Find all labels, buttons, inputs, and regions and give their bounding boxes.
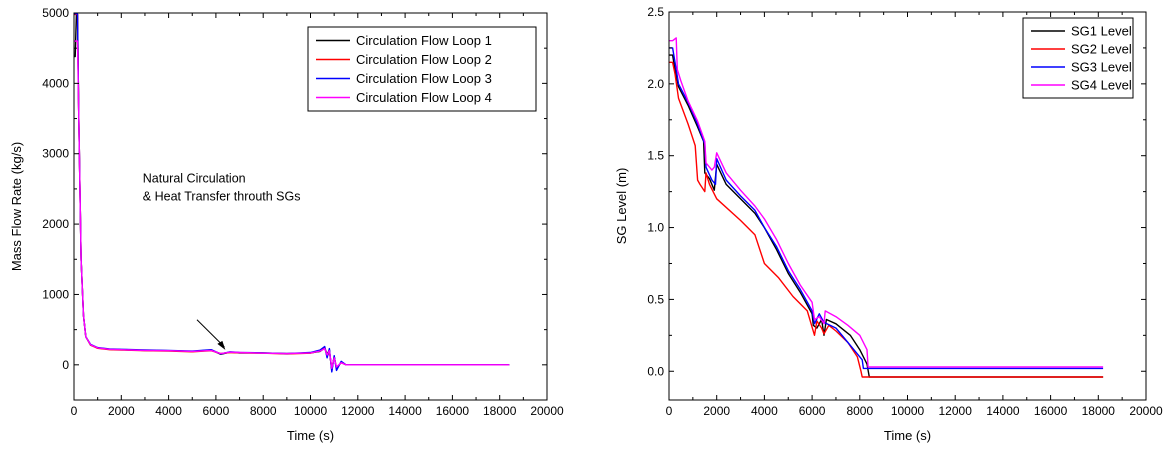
legend-label-2: SG2 Level [1071, 42, 1132, 57]
legend-label-4: SG4 Level [1071, 78, 1132, 93]
y-tick-label: 1000 [42, 287, 69, 301]
y-axis-label: SG Level (m) [614, 168, 629, 245]
x-tick-label: 4000 [751, 404, 778, 418]
x-tick-label: 2000 [108, 404, 135, 418]
chart-1: 0 2000 4000 6000 8000 10000 12000 14000 16000 180… [9, 6, 564, 443]
x-tick-label: 10000 [891, 404, 925, 418]
legend-label-4: Circulation Flow Loop 4 [356, 90, 492, 105]
legend-label-3: SG3 Level [1071, 60, 1132, 75]
plot-area [669, 37, 1104, 378]
y-tick-label: 2.0 [647, 77, 664, 91]
x-tick-label: 18000 [483, 404, 517, 418]
x-tick-label: 16000 [1034, 404, 1068, 418]
x-tick-label: 20000 [1129, 404, 1163, 418]
annotation-arrow [196, 319, 225, 348]
x-tick-label: 20000 [530, 404, 564, 418]
y-tick-label: 1.0 [647, 221, 664, 235]
y-tick-label: 1.5 [647, 149, 664, 163]
annotation-text-2: & Heat Transfer throuth SGs [143, 189, 301, 203]
series-line-2 [669, 61, 1104, 378]
x-tick-label: 14000 [986, 404, 1020, 418]
plot-area [74, 13, 510, 373]
x-tick-label: 14000 [388, 404, 422, 418]
legend-label-1: Circulation Flow Loop 1 [356, 33, 492, 48]
y-tick-label: 0.0 [647, 364, 664, 378]
y-axis-label: Mass Flow Rate (kg/s) [9, 142, 24, 271]
series-line-4 [74, 40, 510, 369]
x-tick-label: 12000 [341, 404, 375, 418]
x-tick-label: 6000 [203, 404, 230, 418]
x-tick-label: 8000 [846, 404, 873, 418]
annotation-text-1: Natural Circulation [143, 171, 246, 185]
y-tick-label: 3000 [42, 147, 69, 161]
x-tick-label: 8000 [250, 404, 277, 418]
legend-label-1: SG1 Level [1071, 24, 1132, 39]
series-line-4 [669, 37, 1104, 368]
legend-label-3: Circulation Flow Loop 3 [356, 71, 492, 86]
x-tick-label: 0 [71, 404, 78, 418]
x-tick-label: 6000 [799, 404, 826, 418]
x-tick-label: 0 [666, 404, 673, 418]
x-tick-label: 18000 [1082, 404, 1116, 418]
y-tick-label: 0 [62, 358, 69, 372]
x-axis-label: Time (s) [287, 428, 334, 443]
x-tick-label: 4000 [155, 404, 182, 418]
x-tick-label: 16000 [436, 404, 470, 418]
y-tick-label: 2.5 [647, 5, 664, 19]
y-tick-label: 2000 [42, 217, 69, 231]
x-tick-label: 12000 [939, 404, 973, 418]
x-tick-label: 2000 [703, 404, 730, 418]
y-tick-label: 4000 [42, 76, 69, 90]
x-tick-label: 10000 [294, 404, 328, 418]
y-tick-label: 0.5 [647, 292, 664, 306]
series-line-3 [669, 47, 1104, 370]
legend-label-2: Circulation Flow Loop 2 [356, 52, 492, 67]
annotation-arrowhead [217, 340, 226, 350]
y-tick-label: 5000 [42, 6, 69, 20]
series-line-1 [669, 54, 1104, 378]
chart-2: 0 2000 4000 6000 8000 10000 12000 14000 16000 180… [614, 5, 1163, 443]
x-axis-label: Time (s) [884, 428, 931, 443]
